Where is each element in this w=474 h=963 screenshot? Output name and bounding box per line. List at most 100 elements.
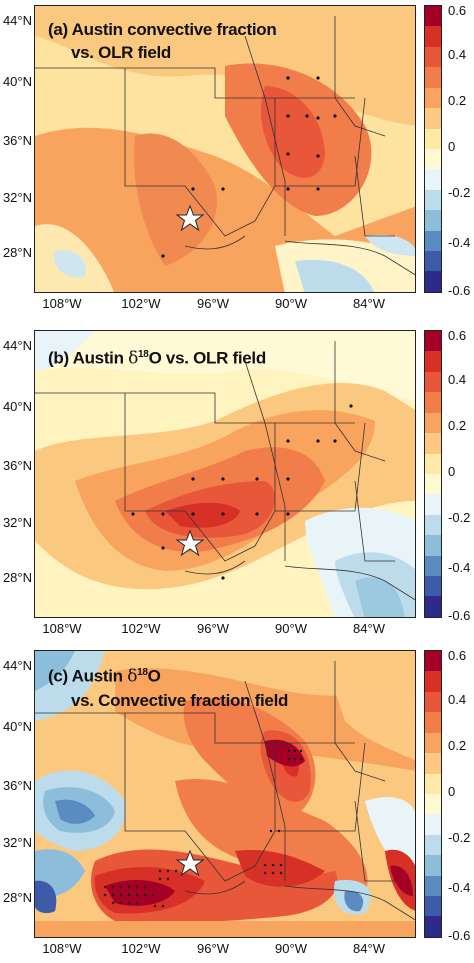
colorbar-swatch [425,875,441,897]
panel-b: (b) Austin δ18O vs. OLR field 44°N 40°N … [0,325,474,643]
colorbar-swatch [425,46,441,68]
colorbar-swatch [425,148,441,170]
colorbar-swatch [425,271,441,292]
austin-star-a [175,204,205,232]
lon-label: 90°W [275,621,307,636]
lat-label: 44°N [2,13,32,28]
colorbar-swatch [425,855,441,876]
colorbar-label: 0.2 [448,738,467,753]
colorbar-swatch [425,433,441,454]
lat-label: 28°N [2,570,32,585]
colorbar-swatch [425,169,441,190]
panel-c-title-line2: vs. Convective fraction field [71,690,289,710]
lon-label: 96°W [197,621,229,636]
colorbar-swatch [425,896,441,917]
colorbar-label: 0.4 [448,692,467,707]
colorbar-swatch [425,189,441,211]
colorbar-swatch [425,67,441,88]
lat-label: 36°N [2,458,32,473]
colorbar-label: 0.2 [448,418,467,433]
colorbar-swatch [425,87,441,109]
colorbar-label: -0.2 [448,510,471,525]
lon-label: 102°W [121,941,161,956]
colorbar-swatch [425,712,441,733]
colorbar-swatch [425,814,441,835]
lon-label: 102°W [121,296,161,311]
colorbar-c [424,650,442,938]
colorbar-label: -0.4 [448,235,471,250]
lon-label: 102°W [121,621,161,636]
colorbar-label: 0 [448,464,456,479]
lat-label: 40°N [2,399,32,414]
colorbar-swatch [425,473,441,495]
lon-label: 90°W [275,296,307,311]
lat-label: 40°N [2,719,32,734]
map-b [34,330,416,618]
colorbar-swatch [425,251,441,272]
panel-b-title: (b) Austin δ18O vs. OLR field [48,343,266,371]
colorbar-swatch [425,916,441,937]
colorbar-b [424,330,442,618]
colorbar-swatch [425,453,441,474]
panel-c: (c) Austin δ18O vs. Convective fraction … [0,645,474,963]
lon-label: 108°W [42,621,82,636]
lat-label: 44°N [2,658,32,673]
colorbar-swatch [425,576,441,597]
colorbar-label: -0.6 [448,608,471,623]
colorbar-swatch [425,732,441,754]
colorbar-swatch [425,371,441,393]
colorbar-label: 0.6 [448,3,467,18]
lon-label: 84°W [353,621,385,636]
colorbar-label: 0.6 [448,328,467,343]
lat-label: 32°N [2,835,32,850]
map-c-field [35,651,415,937]
colorbar-swatch [425,26,441,47]
lon-label: 90°W [275,941,307,956]
colorbar-label: 0.6 [448,648,467,663]
lat-label: 28°N [2,890,32,905]
colorbar-swatch [425,128,441,149]
panel-b-title-sup: 18 [138,349,149,360]
colorbar-swatch [425,773,441,794]
colorbar-swatch [425,514,441,536]
lat-label: 36°N [2,778,32,793]
colorbar-a [424,5,442,293]
colorbar-swatch [425,535,441,556]
lon-label: 84°W [353,296,385,311]
colorbar-swatch [425,555,441,577]
panel-a-title-line1: (a) Austin convective fraction [48,20,277,39]
colorbar-swatch [425,596,441,617]
colorbar-label: 0.4 [448,372,467,387]
colorbar-swatch [425,6,441,27]
colorbar-label: 0 [448,784,456,799]
colorbar-swatch [425,834,441,856]
lon-label: 108°W [42,941,82,956]
panel-a-title-line2: vs. OLR field [71,43,172,62]
colorbar-label: 0.4 [448,47,467,62]
colorbar-label: -0.4 [448,560,471,575]
colorbar-label: -0.2 [448,830,471,845]
map-c [34,650,416,938]
colorbar-swatch [425,108,441,129]
colorbar-label: -0.4 [448,880,471,895]
lat-label: 28°N [2,245,32,260]
colorbar-swatch [425,691,441,713]
panel-a: (a) Austin convective fraction vs. OLR f… [0,0,474,318]
lon-label: 84°W [353,941,385,956]
lat-label: 36°N [2,133,32,148]
colorbar-swatch [425,392,441,413]
colorbar-swatch [425,753,441,774]
panel-c-title-delta: δ [127,666,138,687]
lat-label: 32°N [2,515,32,530]
colorbar-swatch [425,671,441,692]
colorbar-swatch [425,331,441,352]
lon-label: 108°W [42,296,82,311]
map-a [34,5,416,293]
colorbar-swatch [425,210,441,231]
lon-label: 96°W [197,296,229,311]
colorbar-label: -0.6 [448,928,471,943]
colorbar-swatch [425,494,441,515]
lon-label: 96°W [197,941,229,956]
colorbar-label: -0.2 [448,185,471,200]
colorbar-swatch [425,793,441,815]
